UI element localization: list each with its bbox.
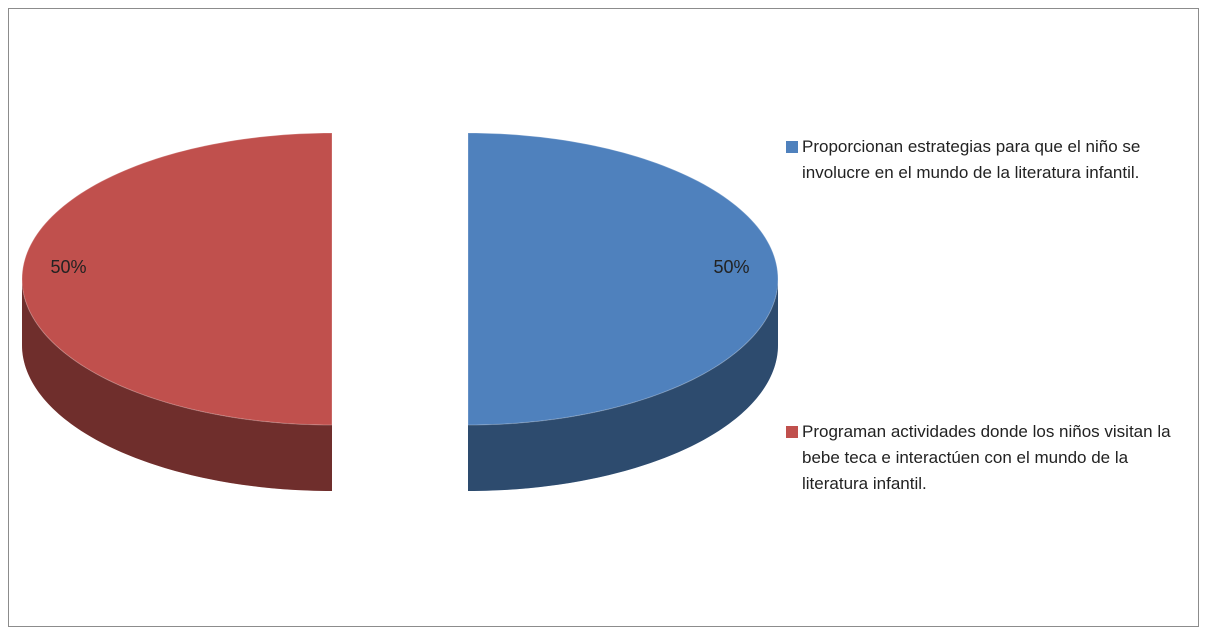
legend-label: Programan actividades donde los niños vi… <box>802 422 1171 493</box>
legend-swatch <box>786 141 798 153</box>
slice <box>467 132 779 426</box>
slice-sides <box>22 279 778 491</box>
slice-side <box>468 279 778 491</box>
slice-side-shade <box>22 279 332 491</box>
slice-side <box>22 279 332 491</box>
data-label: 50% <box>713 257 749 277</box>
legend-item: Programan actividades donde los niños vi… <box>786 419 1186 497</box>
legend-label: Proporcionan estrategias para que el niñ… <box>802 137 1141 182</box>
legend-swatch <box>786 426 798 438</box>
slice-side-shade <box>468 279 778 491</box>
data-label: 50% <box>50 257 86 277</box>
slice <box>21 132 333 426</box>
chart-frame <box>8 8 1199 627</box>
legend-item: Proporcionan estrategias para que el niñ… <box>786 134 1186 186</box>
